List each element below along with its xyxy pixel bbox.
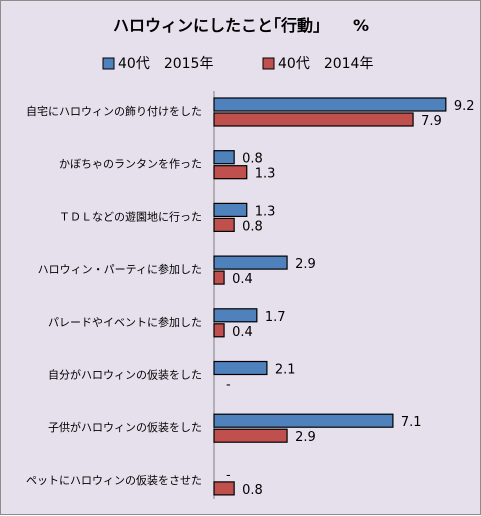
data-label-2014: 0.8 (242, 219, 263, 234)
data-label-2014: 7.9 (421, 114, 442, 129)
bar-2015 (213, 308, 258, 323)
data-label-2015: 1.3 (255, 204, 276, 219)
data-label-2014: 2.9 (295, 430, 316, 445)
category-label: 子供がハロウィンの仮装をした (48, 420, 202, 434)
data-label-2015: - (226, 468, 231, 483)
category-label: ＴＤＬなどの遊園地に行った (59, 209, 202, 223)
bar-2015 (213, 360, 268, 376)
data-label-2014: 0.8 (242, 483, 263, 498)
legend: 40代 2015年 40代 2014年 (102, 56, 373, 72)
data-label-2015: 0.8 (242, 152, 263, 167)
bar-2014 (213, 165, 248, 180)
bar-2015 (213, 202, 248, 217)
bar-2014 (213, 481, 235, 496)
data-label-2014: - (226, 378, 231, 393)
bar-2015 (213, 150, 235, 165)
bar-2015 (213, 255, 288, 270)
category-label: 自分がハロウィンの仮装をした (48, 368, 202, 382)
data-label-2015: 1.7 (265, 310, 286, 325)
bar-2014 (213, 112, 414, 127)
data-label-2015: 2.1 (275, 363, 296, 378)
category-label: かぼちゃのランタンを作った (59, 158, 202, 171)
bar-2015 (213, 97, 447, 112)
legend-swatch-2015 (102, 57, 115, 70)
legend-swatch-2014 (262, 57, 275, 70)
bar-2014 (213, 217, 235, 232)
data-label-2014: 1.3 (255, 167, 276, 182)
bar-2014 (213, 323, 225, 338)
category-label: 自宅にハロウィンの飾り付けをした (26, 104, 202, 118)
chart-title: ハロウィンにしたこと｢行動｣ % (113, 16, 369, 35)
category-label: ハロウィン・パーティに参加した (38, 262, 202, 276)
data-label-2015: 2.9 (295, 257, 316, 272)
bar-2014 (213, 428, 288, 443)
category-label: ペットにハロウィンの仮装をさせた (26, 474, 202, 487)
data-label-2015: 9.2 (454, 99, 475, 114)
category-label: パレードやイベントに参加した (48, 315, 202, 329)
data-label-2015: 7.1 (401, 415, 422, 430)
legend-label-2014: 40代 2014年 (278, 56, 373, 72)
bar-2015 (213, 413, 394, 428)
data-label-2014: 0.4 (232, 272, 253, 287)
legend-label-2015: 40代 2015年 (118, 56, 213, 72)
bar-2014 (213, 270, 225, 285)
data-label-2014: 0.4 (232, 325, 253, 340)
